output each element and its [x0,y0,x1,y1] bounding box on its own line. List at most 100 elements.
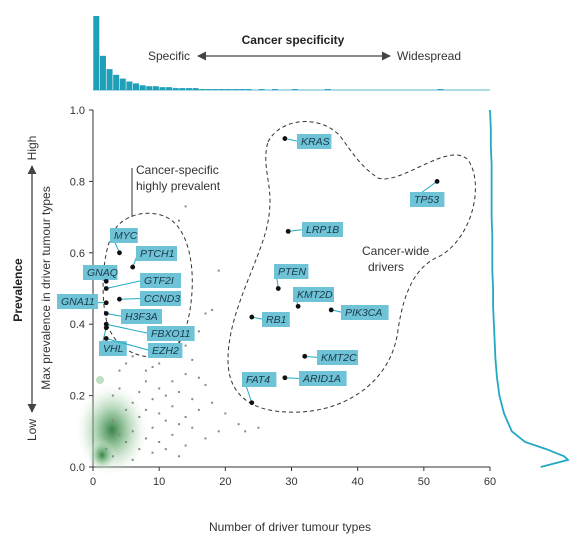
background-point [197,408,200,411]
background-point [204,383,207,386]
gene-point [103,286,109,291]
gene-point [103,325,109,331]
background-point [125,441,128,444]
gene-point [130,264,136,270]
gene-label: LRP1B [306,224,339,236]
gene-leader-line [284,138,300,142]
background-point [158,387,161,390]
gene-label: H3F3A [125,311,158,323]
background-point [191,358,194,361]
histogram-bar [99,55,106,90]
gene-label-box [410,192,445,207]
cancer-specific-note-line1: Cancer-specific [136,163,219,177]
background-point [244,430,247,433]
gene-label-box [242,372,277,387]
background-point [144,369,147,372]
background-point [217,269,220,272]
histogram-bar [106,69,113,90]
gene-label-box [121,309,162,324]
gene-point [103,311,109,316]
background-point [118,369,121,372]
histogram-bar [119,78,126,90]
background-point [144,380,147,383]
background-point [151,398,154,401]
right-density-curve [489,109,570,468]
histogram-bar [139,85,146,90]
histogram-bar [437,89,444,90]
background-point [111,394,114,397]
histogram-bar [245,89,252,90]
high-label: High [25,136,39,161]
histogram-bar [133,83,140,90]
gene-point [434,179,440,184]
y-tick-label: 1.0 [70,105,85,117]
gene-point [295,303,301,309]
x-tick-label: 10 [153,476,165,488]
x-tick-label: 60 [484,476,496,488]
background-point [217,430,220,433]
gene-label: KMT2C [321,352,357,364]
background-point [178,423,181,426]
gene-point [249,314,255,320]
background-point [164,448,167,451]
gene-point [103,336,109,341]
gene-label: TP53 [414,194,439,206]
background-point [197,330,200,333]
histogram-bar [258,89,265,90]
gene-label-box [110,228,138,243]
gene-label-box [99,341,127,356]
gene-label: ARID1A [302,373,341,385]
background-point [178,219,181,222]
histogram-bar [232,89,239,90]
background-point [131,430,134,433]
gene-point [282,136,288,141]
background-point [151,451,154,454]
low-label: Low [25,419,39,441]
background-point [171,433,174,436]
histogram-bar [93,16,100,90]
gene-label-box [317,350,358,365]
background-point [138,448,141,451]
background-point [158,412,161,415]
histogram-bar [159,87,166,90]
gene-label: GTF2I [144,275,174,287]
background-point [144,408,147,411]
cancer-wide-note-line1: Cancer-wide [362,244,430,258]
gene-label-box [274,264,309,279]
background-point [197,376,200,379]
x-tick-label: 0 [90,476,96,488]
background-point [184,444,187,447]
gene-leader-line [119,298,143,300]
histogram-bar [238,89,245,90]
histogram-bar [271,89,278,90]
background-point [184,416,187,419]
background-point [257,426,260,429]
background-point [191,426,194,429]
gene-label-box [147,326,195,341]
background-point [184,205,187,208]
histogram-bar [185,88,192,90]
gene-label: CCND3 [144,293,180,305]
background-point [118,433,121,436]
histogram-bar [113,74,120,90]
gene-label-box [341,305,389,320]
histogram-bar [126,81,133,90]
gene-label: RB1 [266,314,286,326]
histogram-bar [192,88,199,90]
gene-label-box [302,222,343,237]
density-small-blob [96,376,104,384]
gene-label: PTCH1 [140,248,174,260]
cancer-specificity-title: Cancer specificity [242,33,345,47]
gene-label-box [293,287,334,302]
gene-point [103,300,109,306]
background-point [237,423,240,426]
gene-label-box [136,246,177,261]
background-point [151,426,154,429]
background-point [151,366,154,369]
y-tick-label: 0.0 [70,462,85,474]
histogram-bar [291,89,298,90]
background-point [138,416,141,419]
background-point [125,408,128,411]
y-tick-label: 0.4 [70,319,85,331]
